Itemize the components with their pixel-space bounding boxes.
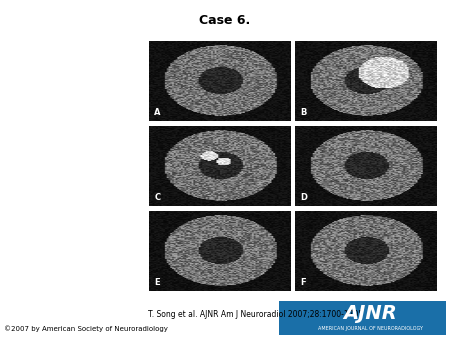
Text: AMERICAN JOURNAL OF NEURORADIOLOGY: AMERICAN JOURNAL OF NEURORADIOLOGY <box>318 326 423 331</box>
Text: A: A <box>154 107 161 117</box>
Text: D: D <box>301 193 307 201</box>
Text: F: F <box>301 278 306 287</box>
Text: B: B <box>301 107 307 117</box>
Text: Case 6.: Case 6. <box>199 14 251 26</box>
Text: C: C <box>154 193 160 201</box>
Text: T. Song et al. AJNR Am J Neuroradiol 2007;28:1700-1705: T. Song et al. AJNR Am J Neuroradiol 200… <box>148 310 364 319</box>
Text: AJNR: AJNR <box>344 304 397 323</box>
Text: E: E <box>154 278 160 287</box>
FancyBboxPatch shape <box>279 301 446 335</box>
Text: ©2007 by American Society of Neuroradiology: ©2007 by American Society of Neuroradiol… <box>4 325 168 332</box>
